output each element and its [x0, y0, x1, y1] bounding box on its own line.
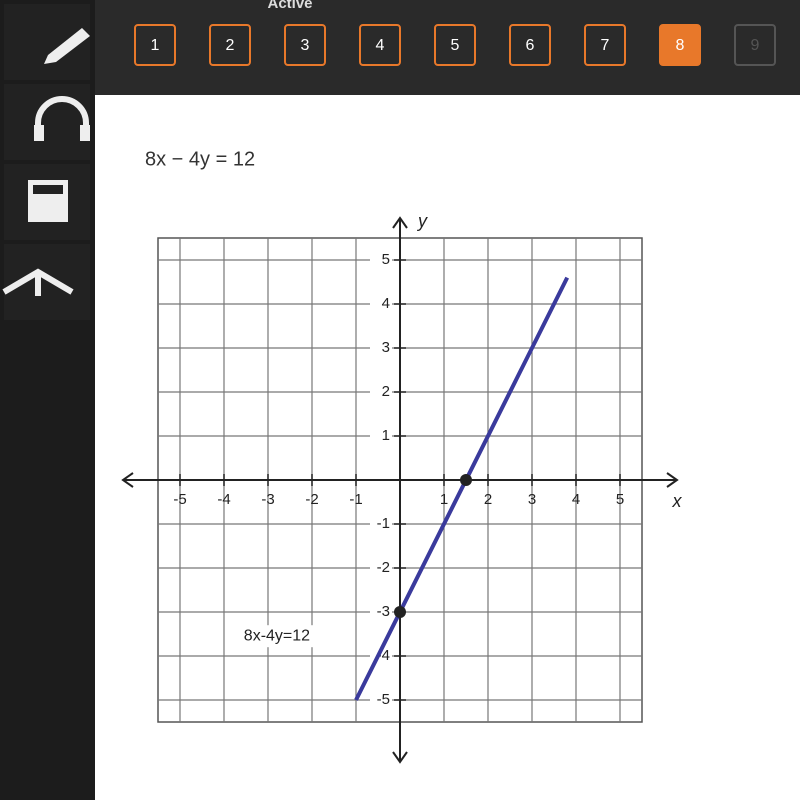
equation-line: [354, 276, 569, 701]
y-tick-label: -5: [377, 691, 390, 708]
question-button-label[interactable]: 8: [676, 37, 685, 54]
question-button-label[interactable]: 9: [751, 37, 760, 54]
tick-label-bg: [370, 603, 392, 621]
y-tick-label: 5: [382, 251, 390, 268]
calculator-screen: [33, 185, 63, 194]
question-button[interactable]: 8: [659, 24, 701, 66]
line-label-bg: [241, 625, 342, 648]
x-tick-label: -5: [173, 491, 186, 508]
question-button[interactable]: 6: [509, 24, 551, 66]
y-tick-label: -3: [377, 603, 390, 620]
x-axis-label: x: [672, 491, 683, 511]
axis-arrow: [121, 216, 679, 764]
tick-label-bg: [370, 559, 392, 577]
y-tick-label: 4: [382, 295, 390, 312]
tool-cell[interactable]: [4, 84, 90, 160]
question-button[interactable]: 5: [434, 24, 476, 66]
tick-label-bg: [370, 427, 392, 445]
question-button-box[interactable]: [359, 24, 401, 66]
tick-label-bg: [370, 295, 392, 313]
x-tick-label: 1: [440, 491, 448, 508]
tick-label-bg: [370, 691, 392, 709]
question-button-box[interactable]: [434, 24, 476, 66]
tick-label-bg: [370, 383, 392, 401]
tool-calculator[interactable]: [4, 164, 90, 240]
question-button[interactable]: 7: [584, 24, 626, 66]
question-button-box[interactable]: [284, 24, 326, 66]
headphones-icon: [35, 96, 89, 135]
headphones-cup: [80, 125, 90, 141]
question-button-label[interactable]: 6: [526, 37, 535, 54]
x-tick-label: 5: [616, 491, 624, 508]
question-button-label[interactable]: 1: [151, 37, 160, 54]
y-tick-label: 1: [382, 427, 390, 444]
question-button-label[interactable]: 2: [226, 37, 235, 54]
question-button[interactable]: 9: [734, 24, 776, 66]
x-tick-label: -2: [305, 491, 318, 508]
question-button-box[interactable]: [734, 24, 776, 66]
tick-label-bg: [370, 515, 392, 533]
tool-reference[interactable]: [2, 244, 90, 320]
question-button[interactable]: 3: [284, 24, 326, 66]
y-tick-label: -1: [377, 515, 390, 532]
x-tick-label: 2: [484, 491, 492, 508]
y-tick-label: 3: [382, 339, 390, 356]
point: [460, 474, 472, 486]
tool-pencil[interactable]: [4, 4, 90, 80]
tool-audio[interactable]: [4, 84, 90, 160]
question-button[interactable]: 1: [134, 24, 176, 66]
question-button-box[interactable]: [209, 24, 251, 66]
content-area: [95, 95, 800, 800]
x-tick-label: -1: [349, 491, 362, 508]
equation: 8x − 4y = 12: [145, 148, 255, 170]
question-button-box[interactable]: [659, 24, 701, 66]
question-button-box[interactable]: [584, 24, 626, 66]
question-button[interactable]: 4: [359, 24, 401, 66]
status-text: Active: [267, 0, 312, 12]
question-button[interactable]: 2: [209, 24, 251, 66]
tick-label-bg: [370, 251, 392, 269]
y-tick-label: 2: [382, 383, 390, 400]
x-tick-label: -3: [261, 491, 274, 508]
y-tick-label: -2: [377, 559, 390, 576]
question-button-label[interactable]: 7: [601, 37, 610, 54]
question-button-label[interactable]: 4: [376, 37, 385, 54]
line-label: 8x-4y=12: [244, 627, 310, 644]
question-button-label[interactable]: 5: [451, 37, 460, 54]
point: [394, 606, 406, 618]
question-button-label[interactable]: 3: [301, 37, 310, 54]
x-tick-label: 4: [572, 491, 580, 508]
question-button-box[interactable]: [134, 24, 176, 66]
tick-label-bg: [370, 339, 392, 357]
question-button-box[interactable]: [509, 24, 551, 66]
headphones-cup: [34, 125, 44, 141]
x-tick-label: 3: [528, 491, 536, 508]
x-tick-label: -4: [217, 491, 230, 508]
arrow-icon: [2, 268, 74, 296]
y-axis-label: y: [416, 211, 428, 231]
pencil-icon: [44, 28, 90, 64]
